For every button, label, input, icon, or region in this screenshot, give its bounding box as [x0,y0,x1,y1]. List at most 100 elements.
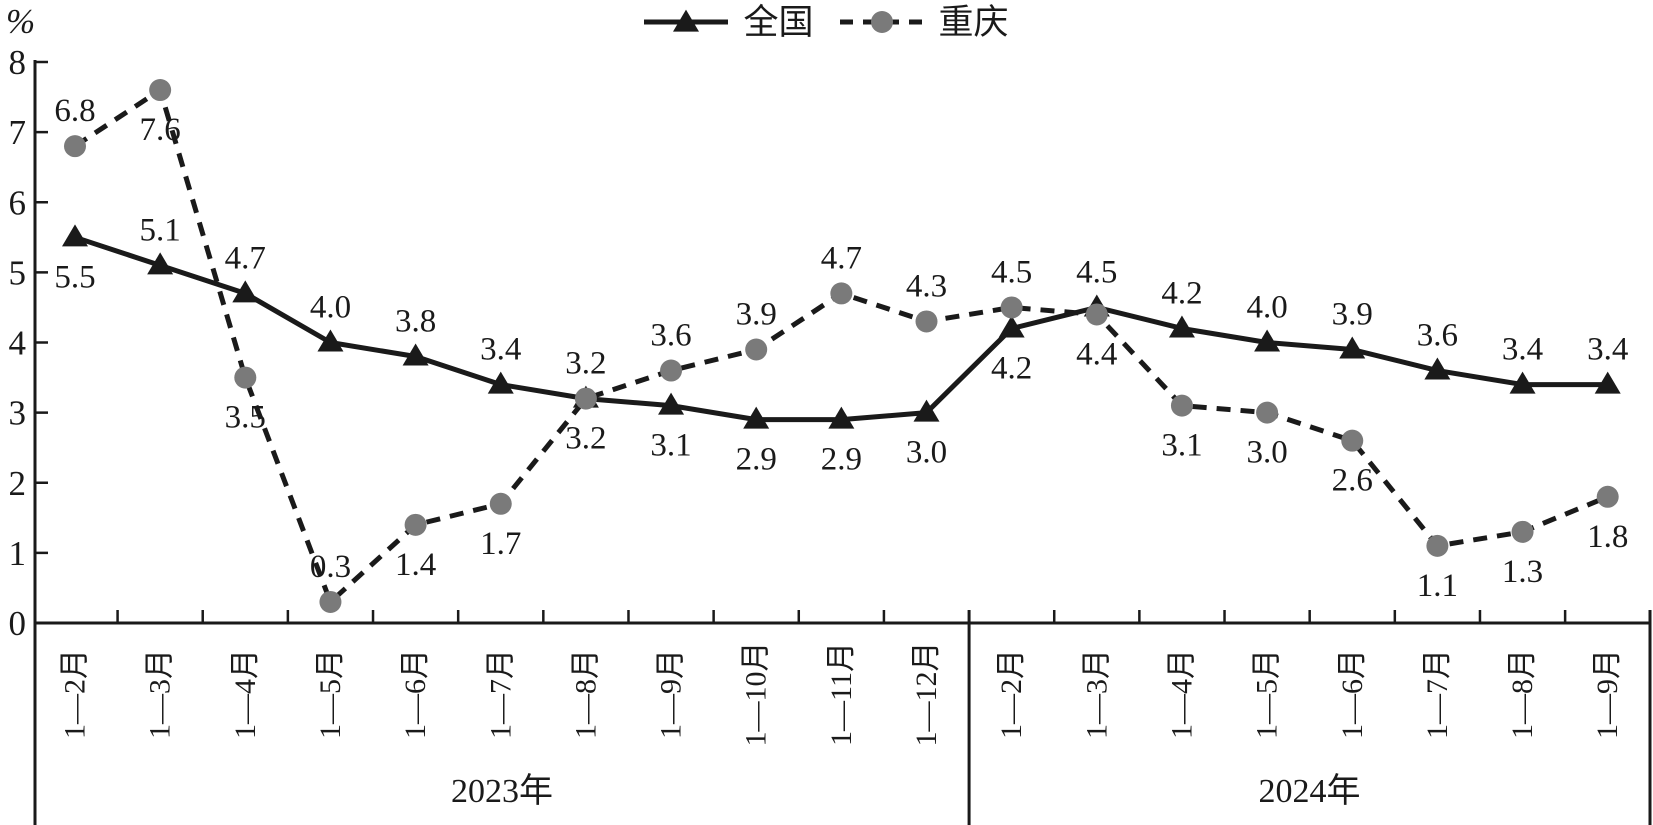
national-value-label: 4.7 [225,240,266,276]
category-label: 1—6月 [399,649,432,739]
category-label: 1—6月 [1336,649,1369,739]
category-label: 1—3月 [144,649,177,739]
triangle-marker-icon [673,9,700,32]
legend-item-national: 全国 [644,2,814,42]
national-value-label: 4.2 [991,350,1032,386]
chongqing-marker [915,310,938,333]
national-value-label: 3.6 [1417,318,1458,354]
chongqing-legend-key [839,8,924,36]
category-label: 1—8月 [1506,649,1539,739]
category-label: 1—12月 [910,642,943,747]
y-tick-label: 4 [9,324,27,363]
chongqing-marker [234,366,257,389]
chongqing-marker [1511,520,1534,543]
category-label: 1—4月 [1165,649,1198,739]
category-label: 1—8月 [569,649,602,739]
national-value-label: 4.5 [1076,254,1117,290]
category-label: 1—5月 [1251,649,1284,739]
chongqing-marker [404,513,427,536]
chongqing-value-label: 6.8 [54,93,95,129]
chongqing-value-label: 1.1 [1417,568,1458,604]
category-label: 1—5月 [314,649,347,739]
category-label: 1—2月 [995,649,1028,739]
category-label: 1—4月 [229,649,262,739]
national-value-label: 3.8 [395,304,436,340]
chongqing-value-label: 4.4 [1076,336,1117,372]
y-tick-label: 0 [9,604,27,643]
national-marker [317,329,344,352]
chongqing-marker [149,79,172,102]
chongqing-marker [1341,429,1364,452]
national-value-label: 4.0 [310,290,351,326]
national-marker [1509,371,1536,394]
chongqing-value-label: 0.3 [310,549,351,585]
year-label: 2023年 [451,772,553,810]
chongqing-marker [64,135,86,158]
national-value-label: 3.1 [650,428,691,464]
chongqing-value-label: 4.7 [821,240,862,276]
national-marker [1168,315,1195,338]
category-label: 1—11月 [825,642,858,746]
y-tick-label: 6 [9,183,27,222]
national-value-label: 4.2 [1161,275,1202,311]
y-tick-label: 5 [9,253,27,292]
chongqing-marker [1085,303,1108,326]
national-marker [1594,371,1621,394]
national-marker [1254,329,1281,352]
national-marker [62,224,88,247]
national-value-label: 3.4 [480,332,521,368]
category-label: 1—9月 [655,649,688,739]
category-label: 1—3月 [1080,649,1113,739]
national-marker [147,252,174,275]
chongqing-value-label: 3.2 [565,421,606,457]
chongqing-value-label: 3.9 [736,297,777,333]
chongqing-value-label: 3.5 [225,400,266,436]
chongqing-marker [319,590,342,613]
chongqing-marker [1596,485,1619,508]
national-marker [487,371,514,394]
chongqing-marker [1000,296,1023,319]
y-tick-label: 2 [9,464,27,503]
chongqing-marker [489,492,512,515]
national-value-label: 3.4 [1502,332,1543,368]
chongqing-value-label: 3.6 [650,318,691,354]
y-tick-label: 7 [9,113,27,152]
national-value-label: 3.9 [1332,297,1373,333]
chongqing-marker [745,338,768,361]
national-marker [232,280,259,303]
chongqing-value-label: 1.7 [480,526,521,562]
national-value-label: 5.5 [54,259,95,295]
year-label: 2024年 [1259,772,1361,810]
national-value-label: 4.0 [1246,290,1287,326]
chongqing-marker [1256,401,1279,424]
legend-label-national: 全国 [743,2,814,42]
national-marker [1424,357,1451,380]
category-label: 1—9月 [1591,649,1624,739]
chongqing-marker [1170,394,1193,417]
chongqing-marker [574,387,597,410]
national-marker [402,343,429,366]
chongqing-value-label: 2.6 [1332,463,1373,499]
national-marker [828,406,855,429]
chongqing-value-label: 3.0 [1246,435,1287,471]
national-value-label: 2.9 [821,442,862,478]
national-value-label: 5.1 [140,212,181,248]
national-value-label: 2.9 [736,442,777,478]
category-label: 1—10月 [740,642,773,747]
category-label: 1—2月 [59,649,92,739]
y-tick-label: 3 [9,394,27,433]
chongqing-value-label: 3.1 [1161,428,1202,464]
chongqing-marker [830,282,853,305]
national-value-label: 3.2 [565,346,606,382]
national-marker [658,392,685,415]
national-value-label: 3.0 [906,435,947,471]
chongqing-value-label: 1.3 [1502,554,1543,590]
category-label: 1—7月 [484,649,517,739]
chongqing-marker [660,359,683,382]
national-value-label: 3.4 [1587,332,1628,368]
legend: 全国 重庆 [0,0,1653,44]
chongqing-value-label: 7.6 [140,112,181,148]
national-marker [913,399,940,422]
national-legend-key [644,8,729,36]
